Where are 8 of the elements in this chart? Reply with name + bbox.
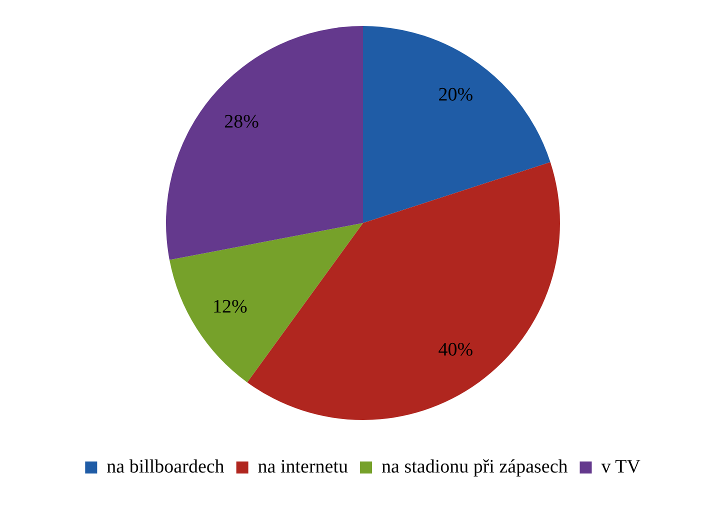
legend-label: na internetu (258, 456, 349, 478)
data-label: 20% (438, 84, 474, 106)
legend-label: na billboardech (106, 456, 225, 478)
legend-label: na stadionu při zápasech (382, 456, 568, 478)
legend-label: v TV (601, 456, 641, 478)
data-label: 12% (212, 296, 248, 318)
data-label: 40% (438, 339, 474, 360)
data-label: 28% (224, 112, 260, 133)
